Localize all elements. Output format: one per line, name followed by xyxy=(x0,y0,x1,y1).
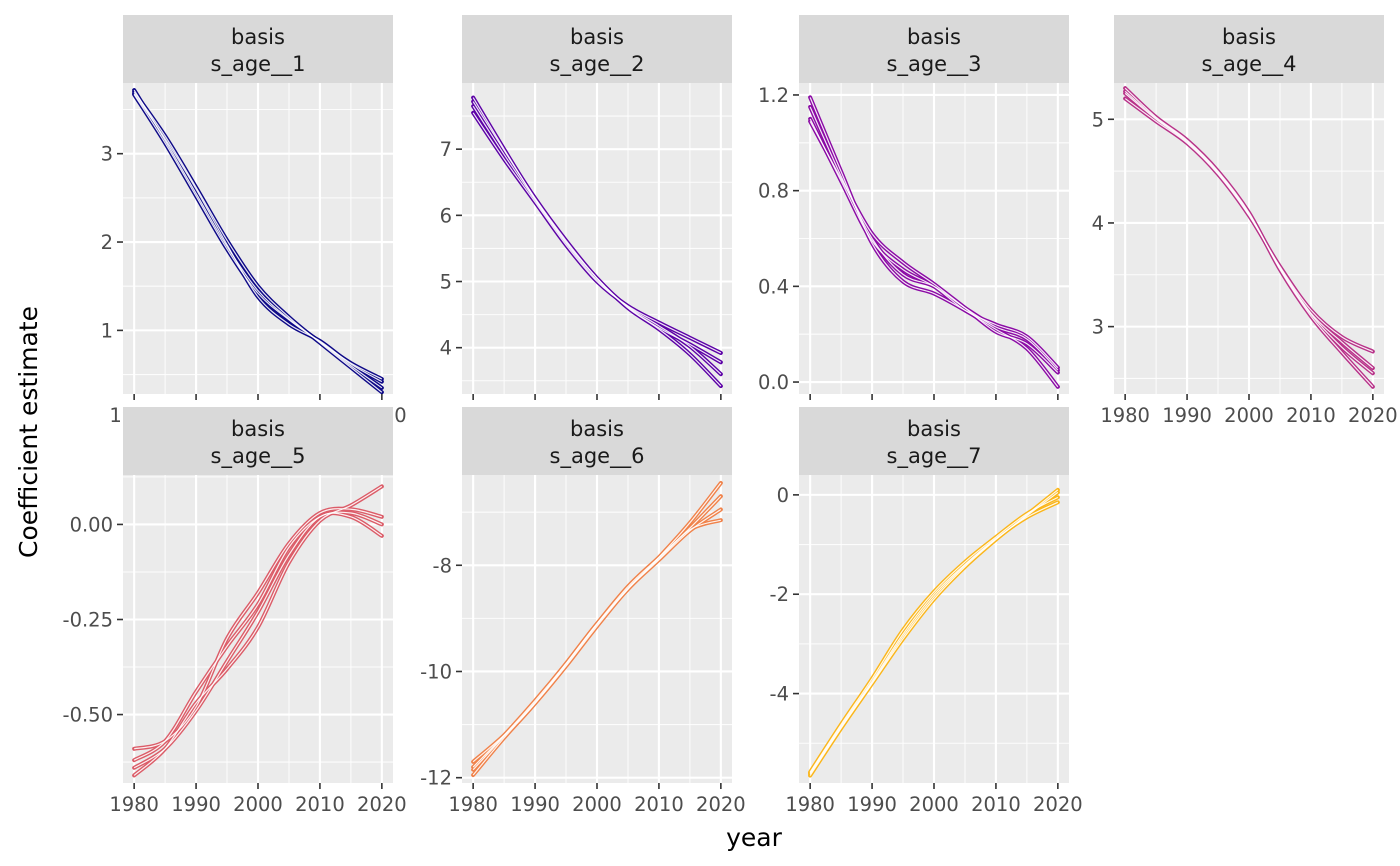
y-tick-label: -0.50 xyxy=(63,704,113,727)
series-highlight-2 xyxy=(133,91,383,393)
x-tick-label: 2000 xyxy=(909,793,959,816)
facet-strip-label: basis xyxy=(1222,25,1276,49)
x-tick-label: 2010 xyxy=(971,793,1021,816)
y-tick-label: -10 xyxy=(420,660,452,683)
series-highlight-4 xyxy=(809,120,1059,373)
facet-strip-label: s_age__3 xyxy=(887,52,982,77)
x-tick-label: 1990 xyxy=(847,793,897,816)
y-tick-label: 1.2 xyxy=(758,84,789,107)
series-highlight-3 xyxy=(1124,98,1374,353)
y-tick-label: 6 xyxy=(440,204,452,227)
facet-panels: basiss_age__112319801990200020102020basi… xyxy=(63,15,1398,816)
x-tick-label: 2020 xyxy=(357,793,407,816)
facet-strip-label: s_age__1 xyxy=(211,52,306,77)
y-tick-label: 0 xyxy=(777,484,789,507)
y-tick-label: 0.0 xyxy=(758,371,789,394)
x-tick-label: 2010 xyxy=(1286,404,1336,427)
y-tick-label: -8 xyxy=(433,554,452,577)
series-highlight-3 xyxy=(809,496,1059,773)
x-tick-label: 1980 xyxy=(448,793,498,816)
facet-strip-label: s_age__4 xyxy=(1202,52,1297,77)
series-highlight-4 xyxy=(133,94,383,380)
y-tick-label: 4 xyxy=(1092,212,1104,235)
x-tick-label: 2010 xyxy=(295,793,345,816)
y-tick-label: 7 xyxy=(440,138,452,161)
facet-panel-6: basis s_age__6 -12 -10 -8 1980 1990 2000 2010 202… xyxy=(420,407,746,816)
facet-strip xyxy=(1114,15,1384,83)
series-highlight-3 xyxy=(472,112,722,354)
facet-panel-3: basis s_age__3 0.0 0.4 0.8 1.2 xyxy=(758,15,1069,400)
x-tick-label: 1990 xyxy=(1162,404,1212,427)
y-tick-label: 3 xyxy=(1092,316,1104,339)
y-tick-label: -12 xyxy=(420,767,452,790)
series-highlight-4 xyxy=(133,485,383,776)
facet-strip xyxy=(123,407,393,475)
series-highlight-3 xyxy=(809,118,1059,369)
x-tick-label: 2020 xyxy=(1033,793,1083,816)
facet-strip-label: basis xyxy=(907,25,961,49)
facet-strip xyxy=(799,407,1069,475)
series-highlight-4 xyxy=(1124,90,1374,374)
facet-panel-4: basis s_age__4 3 4 5 1980 1990 2000 2010 2020 xyxy=(1092,15,1398,427)
facet-strip-label: s_age__6 xyxy=(550,444,645,469)
x-tick-label: 2000 xyxy=(572,793,622,816)
series-highlight-2 xyxy=(133,511,383,761)
x-tick-label: 2000 xyxy=(233,793,283,816)
series-highlight-4 xyxy=(472,101,722,363)
y-tick-label: -4 xyxy=(770,683,789,706)
facet-strip-label: s_age__5 xyxy=(211,444,306,469)
facet-strip-label: s_age__7 xyxy=(887,444,982,469)
y-tick-label: 4 xyxy=(440,337,452,360)
x-axis-title: year xyxy=(726,823,782,852)
x-tick-label: 2020 xyxy=(696,793,746,816)
facet-strip-label: basis xyxy=(570,25,624,49)
y-tick-label: 2 xyxy=(101,231,113,254)
y-tick-label: -2 xyxy=(770,583,789,606)
facet-panel-7: basis s_age__7 -4 -2 0 1980 1990 2000 2010 2020 xyxy=(770,407,1083,816)
facet-strip xyxy=(462,15,732,83)
y-axis-title: Coefficient estimate xyxy=(14,306,43,558)
y-tick-label: 5 xyxy=(440,271,452,294)
facet-strip xyxy=(123,15,393,83)
facet-panel-5: basis s_age__5 -0.50 -0.25 0.00 1980 1990 2000 2… xyxy=(63,407,407,816)
series-highlight-4 xyxy=(809,491,1059,775)
y-tick-label: 3 xyxy=(101,143,113,166)
facet-strip-label: basis xyxy=(907,417,961,441)
x-tick-label: 2010 xyxy=(634,793,684,816)
x-tick-label: 1990 xyxy=(171,793,221,816)
y-tick-label: 1 xyxy=(101,319,113,342)
series-highlight-3 xyxy=(133,512,383,769)
x-tick-label: 2020 xyxy=(1348,404,1398,427)
y-tick-label: 0.4 xyxy=(758,275,789,298)
y-tick-label: 0.8 xyxy=(758,180,789,203)
x-tick-label: 1980 xyxy=(109,793,159,816)
series-highlight-1 xyxy=(809,97,1059,388)
facet-strip xyxy=(799,15,1069,83)
y-tick-label: 0.00 xyxy=(70,513,113,536)
x-tick-label: 1980 xyxy=(785,793,835,816)
facet-strip xyxy=(462,407,732,475)
series-highlight-4 xyxy=(472,519,722,771)
x-tick-label: 1980 xyxy=(1100,404,1150,427)
facet-strip-label: s_age__2 xyxy=(550,52,645,77)
facet-strip-label: basis xyxy=(231,25,285,49)
facet-panel-2: basis s_age__2 4 5 6 7 xyxy=(440,15,732,400)
series-highlight-1 xyxy=(133,89,383,389)
x-tick-label: 2000 xyxy=(1224,404,1274,427)
y-tick-label: -0.25 xyxy=(63,608,113,631)
y-tick-label: 5 xyxy=(1092,108,1104,131)
facet-strip-label: basis xyxy=(231,417,285,441)
facet-strip-label: basis xyxy=(570,417,624,441)
series-highlight-1 xyxy=(134,508,382,750)
x-tick-label: 1990 xyxy=(510,793,560,816)
